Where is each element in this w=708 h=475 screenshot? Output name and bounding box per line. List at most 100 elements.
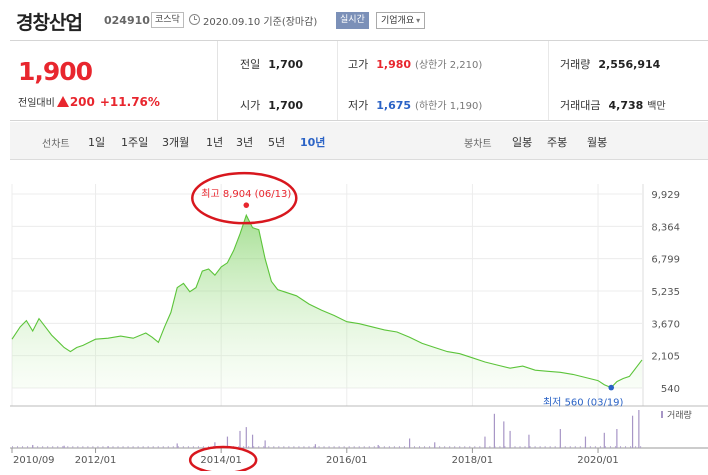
volume-bar (323, 446, 325, 448)
volume-bar (152, 446, 154, 448)
volume-bar (388, 446, 390, 448)
volume-bar (107, 446, 109, 448)
volume-bar (22, 446, 24, 448)
volume-bar (214, 442, 216, 448)
current-price: 1,900 (18, 57, 93, 86)
volume-bar (87, 446, 89, 448)
x-tick-label: 2010/09 (13, 455, 55, 466)
tab-weekly[interactable]: 주봉 (547, 136, 568, 149)
volume-bar (182, 446, 184, 448)
volume-bar (122, 446, 124, 448)
volume-bar (434, 442, 436, 448)
tab-daily[interactable]: 일봉 (512, 136, 533, 149)
chevron-down-icon: ▾ (416, 16, 421, 25)
volume-bar (509, 430, 511, 448)
volume-bar (245, 427, 247, 448)
volume-bar (514, 446, 516, 448)
volume-bar (197, 446, 199, 448)
volume-bar (142, 446, 144, 448)
volume-bar (640, 446, 642, 448)
volume-bar (434, 446, 436, 448)
low-point-marker (608, 384, 615, 391)
volume-bar (424, 446, 426, 448)
y-tick-label: 9,929 (651, 190, 680, 201)
change-value: 200 (69, 95, 95, 109)
x-tick-label: 2012/01 (75, 455, 117, 466)
volume-bar (519, 446, 521, 448)
price-chart-svg: 9,929 8,364 6,799 5,235 3,670 2,105 540 2010/09… (10, 159, 708, 475)
volume-bar (393, 446, 395, 448)
tab-1w[interactable]: 1주일 (121, 136, 149, 149)
volume-bar (67, 446, 69, 448)
volume-bar (117, 446, 119, 448)
tab-3y[interactable]: 3년 (236, 136, 254, 149)
volume-bar (47, 446, 49, 448)
tab-10y[interactable]: 10년 (300, 136, 326, 149)
price-summary: 1,900 전일대비 200 +11.76% 전일 1,700 시가 1,700 고가 1… (10, 40, 708, 121)
volume-bar (112, 446, 114, 448)
volume-bar (132, 446, 134, 448)
volume-bar (102, 446, 104, 448)
volume-bar (187, 446, 189, 448)
volume-bar (42, 446, 44, 448)
volume-bar (459, 446, 461, 448)
volume-bar (293, 446, 295, 448)
volume-bar (127, 446, 129, 448)
volume-bar (226, 436, 229, 448)
change-row: 전일대비 200 +11.76% (18, 94, 160, 109)
volume-bar (464, 446, 466, 448)
realtime-button[interactable]: 실시간 (336, 12, 369, 29)
volume-bar (493, 413, 495, 448)
company-info-dropdown[interactable]: 기업개요 ▾ (376, 12, 426, 29)
volume-bar (630, 446, 632, 448)
price-chart[interactable]: 9,929 8,364 6,799 5,235 3,670 2,105 540 2010/09… (10, 159, 708, 475)
company-info-label: 기업개요 (381, 16, 415, 26)
volume-bar (263, 446, 265, 448)
volume-bar (258, 446, 260, 448)
red-annotation-circle (191, 171, 298, 225)
x-tick-label: 2014/01 (200, 455, 242, 466)
volume-bar (504, 446, 506, 448)
volume-bar (313, 446, 315, 448)
volume-bar (603, 432, 605, 448)
tab-monthly[interactable]: 월봉 (587, 136, 608, 149)
company-name: 경창산업 (16, 12, 83, 34)
volume-bar (63, 445, 65, 448)
volume-bar (499, 446, 501, 448)
volume-bar (484, 446, 486, 448)
volume-bar (207, 446, 209, 448)
volume-bar (544, 446, 546, 448)
volume-bar (631, 415, 634, 448)
volume-bar (559, 429, 561, 448)
tab-1d[interactable]: 1일 (88, 136, 106, 149)
volume-bar (503, 421, 505, 448)
volume-bar (609, 446, 611, 448)
volume-bar (403, 446, 405, 448)
volume-bar (589, 446, 591, 448)
x-tick-label: 2018/01 (452, 455, 494, 466)
x-tick-label: 2020/01 (577, 455, 619, 466)
up-triangle-icon (56, 96, 69, 107)
volume-bar (32, 446, 34, 448)
volume-bar (239, 430, 241, 448)
volume-bar (635, 446, 637, 448)
stock-header: 경창산업 024910 코스닥 2020.09.10 기준(장마감) 실시간 기… (0, 0, 708, 40)
volume-bar (348, 446, 350, 448)
volume-bar (489, 446, 491, 448)
stock-code: 024910 (104, 14, 150, 27)
volume-bar (343, 446, 345, 448)
y-tick-label: 5,235 (651, 287, 680, 298)
divider (548, 41, 549, 120)
volume-bar (157, 446, 159, 448)
volume-bar (564, 446, 566, 448)
volume-bar (614, 446, 616, 448)
tab-1y[interactable]: 1년 (206, 136, 224, 149)
change-label: 전일대비 (18, 98, 55, 109)
volume-bar (92, 446, 94, 448)
tab-3m[interactable]: 3개월 (162, 136, 190, 149)
volume-bar (494, 446, 496, 448)
volume-bar (37, 446, 39, 448)
volume-bar (549, 446, 551, 448)
candle-chart-label: 봉차트 (464, 139, 492, 150)
tab-5y[interactable]: 5년 (268, 136, 286, 149)
